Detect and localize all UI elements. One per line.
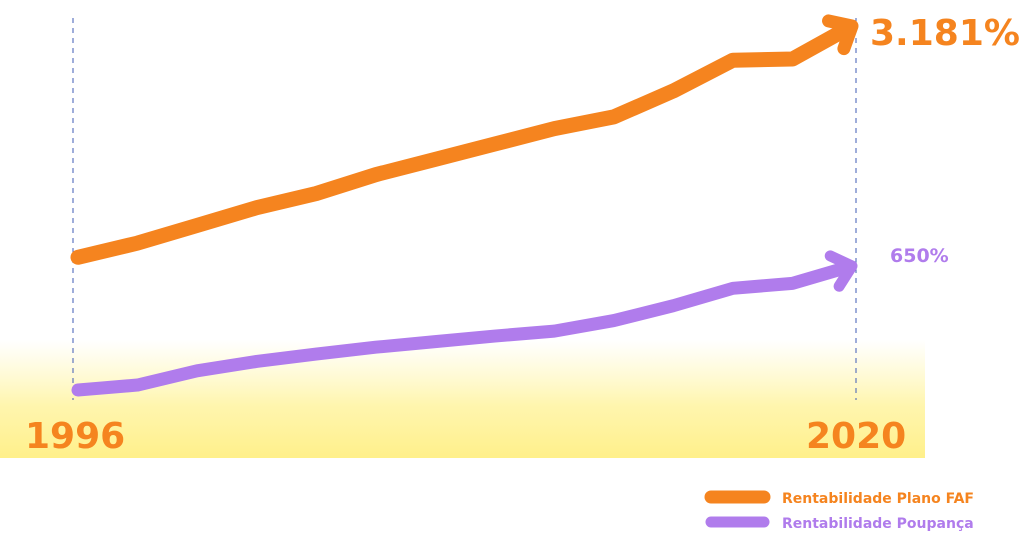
legend-label-faf: Rentabilidade Plano FAF: [782, 491, 974, 507]
legend-label-poupanca: Rentabilidade Poupança: [782, 516, 974, 532]
series-poupanca-end-label: 650%: [890, 245, 949, 267]
series-faf-line: [70, 25, 848, 265]
series-poupanca-arrowhead: [824, 250, 858, 292]
x-end-label: 2020: [806, 416, 906, 457]
series-poupanca-line: [71, 263, 846, 397]
bottom-highlight-band: [0, 340, 925, 458]
x-start-label: 1996: [25, 416, 125, 457]
series-faf-end-label: 3.181%: [870, 13, 1020, 54]
legend: Rentabilidade Plano FAF Rentabilidade Po…: [704, 490, 974, 532]
series-faf-arrowhead: [822, 14, 859, 56]
